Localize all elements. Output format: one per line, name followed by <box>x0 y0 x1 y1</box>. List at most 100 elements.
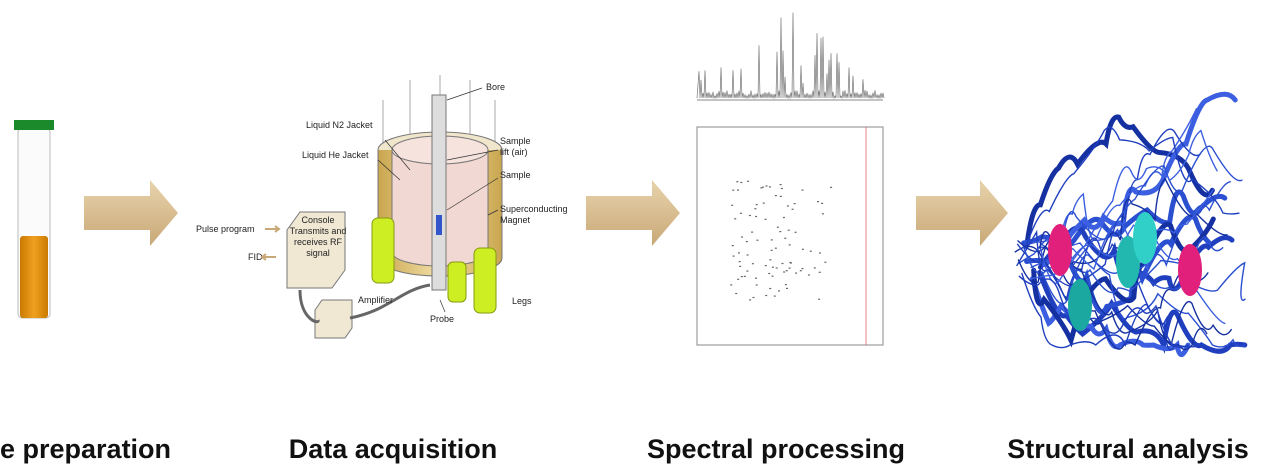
label: Superconducting Magnet <box>500 204 568 225</box>
peak-dot <box>764 265 767 267</box>
peak-dot <box>740 181 743 184</box>
label-line: Magnet <box>500 215 531 225</box>
secondary-structure <box>1133 212 1157 264</box>
nmr-instrument <box>286 75 503 339</box>
peak-dot <box>807 274 810 276</box>
peak-dot <box>801 189 804 191</box>
peak-dot <box>780 187 783 190</box>
peak-dot <box>732 255 735 257</box>
peak-dot <box>778 290 780 292</box>
peak-dot <box>794 231 797 233</box>
peak-dot <box>769 259 772 261</box>
arrows <box>84 180 1008 246</box>
peak-dot <box>799 270 802 272</box>
peak-dot <box>801 248 804 250</box>
ribbon <box>1018 275 1189 348</box>
label-line: Console <box>301 215 334 225</box>
instrument-labels: Bore Liquid N2 Jacket Liquid He Jacket S… <box>196 82 568 324</box>
peak-dot <box>768 186 771 188</box>
peak-dot <box>761 186 764 188</box>
label-line: signal <box>306 248 330 258</box>
ribbon <box>1042 91 1238 268</box>
test-tube <box>14 120 54 319</box>
spectrum-trace <box>696 12 885 100</box>
label-line: Superconducting <box>500 204 568 214</box>
peak-dot <box>801 268 804 270</box>
peak-dot <box>791 208 794 210</box>
peak-dot <box>755 215 758 218</box>
peak-dot <box>769 287 772 290</box>
peak-dot <box>786 287 788 289</box>
peak-dot <box>735 292 738 295</box>
peak-dot <box>818 298 821 300</box>
stage-label: Data acquisition <box>289 434 498 464</box>
label-line: lift (air) <box>500 147 528 157</box>
peak-dot <box>751 263 754 265</box>
stage-label: Spectral processing <box>647 434 905 464</box>
peak-dot <box>745 241 748 243</box>
peak-dot <box>738 261 741 263</box>
peak-dot <box>788 267 791 269</box>
peak-dot <box>787 229 790 231</box>
peak-dot <box>732 189 735 191</box>
peak-dot <box>775 267 778 269</box>
label-line: Sample <box>500 136 531 146</box>
peak-dot <box>788 244 791 246</box>
peak-dot <box>817 201 819 203</box>
peak-dot <box>783 271 786 273</box>
peak-dot <box>738 252 740 254</box>
peak-dot <box>779 184 782 186</box>
peak-dot <box>776 226 779 228</box>
ribbon <box>1038 108 1198 251</box>
peak-dot <box>740 276 743 278</box>
peak-dot <box>784 237 787 239</box>
ribbon <box>1031 216 1216 348</box>
label: Liquid N2 Jacket <box>306 120 373 130</box>
peak-dot <box>731 245 734 247</box>
peak-dot <box>741 236 743 238</box>
peak-dot <box>746 270 749 272</box>
peak-dot <box>774 195 777 197</box>
label: Amplifier <box>358 295 393 305</box>
label: Sample lift (air) <box>500 136 531 157</box>
secondary-structure <box>1048 224 1072 276</box>
peak-dot <box>739 212 742 214</box>
peak-dot <box>793 203 796 205</box>
peak-dot <box>813 267 816 269</box>
secondary-structure <box>1178 244 1202 296</box>
peak-dot <box>830 186 833 188</box>
label: FID <box>248 252 263 262</box>
peak-dot <box>756 239 759 241</box>
peak-dot <box>762 202 765 204</box>
stage-label: Structural analysis <box>1007 434 1249 464</box>
peak-dot <box>824 261 827 263</box>
peak-dot <box>743 275 746 277</box>
peak-dot <box>736 181 739 183</box>
peak-dot <box>809 250 812 252</box>
peak-dot <box>779 231 782 233</box>
secondary-structure <box>1068 279 1092 331</box>
label: Pulse program <box>196 224 255 234</box>
label-line: Transmits and <box>290 226 347 236</box>
peak-dot <box>765 294 768 297</box>
peak-dot <box>748 214 751 217</box>
peak-dot <box>774 247 777 249</box>
peak-dot <box>782 216 785 219</box>
peak-dot <box>731 204 734 206</box>
peak-dot <box>821 202 824 204</box>
peak-dot <box>755 204 758 206</box>
ribbon <box>1017 240 1208 351</box>
peak-dot <box>760 187 763 189</box>
peak-dot <box>795 272 798 274</box>
label: Liquid He Jacket <box>302 150 369 160</box>
secondary-structure <box>1116 236 1140 288</box>
peak-dot <box>789 261 792 264</box>
peak-dot <box>784 284 787 286</box>
protein-structure <box>1014 91 1248 358</box>
ribbon <box>1030 236 1224 294</box>
peak-dot <box>752 296 755 299</box>
peak-dot <box>751 231 754 233</box>
peak-dot <box>786 205 789 207</box>
